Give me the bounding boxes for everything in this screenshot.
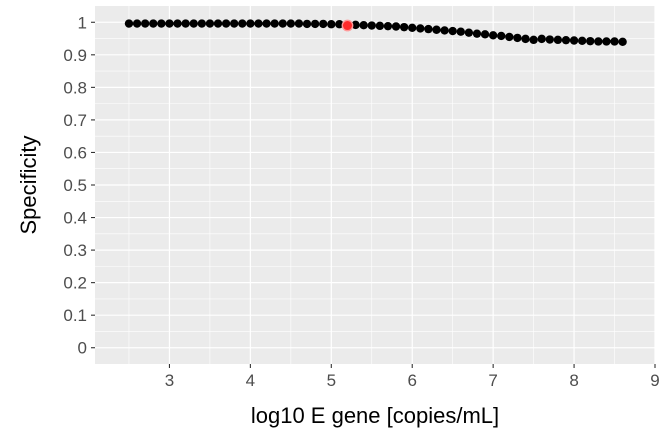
data-point [335,20,344,29]
data-point [278,19,287,28]
data-point [351,20,360,30]
data-point [254,19,263,28]
data-point [521,34,530,44]
data-point [189,19,198,28]
data-point [561,35,571,45]
data-point [124,19,134,28]
y-tick-label: 0.7 [63,111,87,130]
data-point [173,19,182,28]
data-point [480,30,490,39]
x-axis-title: log10 E gene [copies/mL] [251,403,499,428]
data-point [149,19,158,28]
data-point [286,19,296,28]
data-points [124,19,627,46]
data-point [302,19,312,29]
highlighted-point [341,19,354,32]
y-tick-label: 0.3 [63,241,87,260]
data-point [213,19,223,28]
data-point [310,19,320,29]
data-point [424,24,433,34]
data-point [416,24,425,33]
data-point [545,35,554,44]
data-point [246,19,255,28]
data-point [359,21,368,30]
data-point [408,23,417,33]
data-point [140,19,150,28]
data-point [270,19,279,28]
data-point [513,33,522,43]
data-point [594,37,603,46]
data-point [569,36,579,45]
data-point [472,29,482,38]
data-point [456,27,465,36]
data-point [157,19,166,28]
data-point [132,19,142,28]
data-point [383,21,393,31]
x-tick-label: 5 [327,371,336,390]
data-point [197,19,207,28]
y-tick-label: 0.1 [63,306,87,325]
x-axis: 3 4 5 6 7 8 9 [165,364,660,390]
highlight-layer [341,19,354,32]
y-tick-label: 0.9 [63,46,87,65]
minor-gridlines [95,6,655,364]
data-point [432,25,441,34]
y-axis: 0 0.1 0.2 0.3 0.4 0.5 0.6 0.7 0.8 0.9 1 [63,13,95,358]
data-point [602,37,611,46]
data-point [375,21,385,31]
data-point [399,22,409,32]
data-point [448,26,457,36]
y-axis-title: Specificity [16,135,41,234]
y-tick-label: 0.8 [63,78,87,97]
data-point [327,20,336,29]
data-point [529,35,538,45]
data-point [537,34,546,44]
data-point [294,19,304,28]
x-tick-label: 7 [488,371,497,390]
data-point [229,19,239,28]
y-tick-label: 0.6 [63,143,87,162]
data-point [553,35,563,45]
data-point [464,28,474,37]
x-tick-label: 9 [650,371,659,390]
y-tick-label: 0 [78,339,87,358]
data-point [610,37,619,46]
data-point [440,26,449,35]
data-point [497,31,506,41]
x-tick-label: 3 [165,371,174,390]
y-tick-label: 0.4 [63,209,87,228]
major-gridlines [95,6,656,364]
data-point [238,19,247,28]
data-point [505,32,514,42]
x-tick-label: 4 [246,371,255,390]
x-tick-label: 6 [407,371,416,390]
data-point [205,19,215,28]
data-point [181,19,190,28]
data-point [367,21,376,30]
data-point [319,19,328,29]
data-point [391,22,401,31]
data-point [488,31,498,40]
data-point [221,19,231,28]
data-point [165,19,174,28]
data-point [262,19,271,28]
y-tick-label: 0.2 [63,274,87,293]
data-point [577,36,587,46]
data-point [586,36,595,46]
y-tick-label: 0.5 [63,176,87,195]
x-tick-label: 8 [569,371,578,390]
data-point [618,37,627,46]
y-tick-label: 1 [78,13,87,32]
